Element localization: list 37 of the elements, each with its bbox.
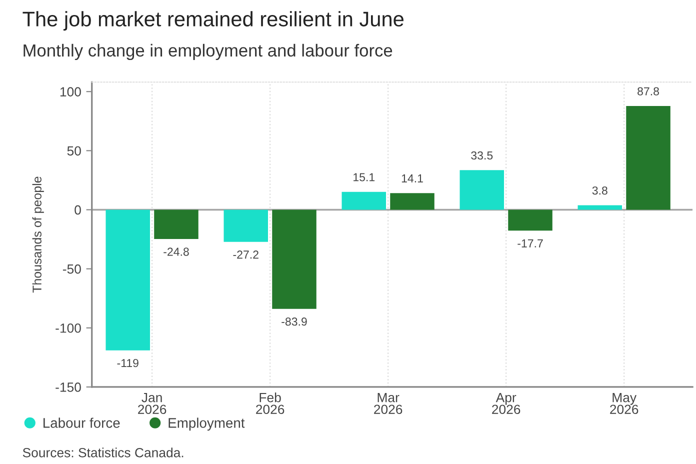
legend-label: Employment — [168, 418, 245, 431]
data-label: 14.1 — [402, 174, 423, 182]
y-axis-title: Thousands of people — [32, 176, 44, 293]
data-label: -119 — [117, 358, 138, 368]
y-tick-label: -100 — [56, 323, 81, 333]
data-label: 33.5 — [471, 151, 493, 160]
data-label: 3.8 — [592, 186, 608, 195]
chart-title: The job market remained resilient in June — [22, 11, 404, 31]
data-label: 15.1 — [354, 173, 375, 182]
y-tick-label: 50 — [67, 146, 81, 156]
data-label: 87.8 — [638, 87, 659, 96]
bar — [578, 205, 622, 210]
bar — [460, 170, 504, 210]
bar — [154, 210, 198, 240]
data-label: -24.8 — [164, 248, 189, 256]
bar — [342, 192, 386, 210]
x-tick-label: Apr 2026 — [492, 393, 520, 414]
chart-subtitle: Monthly change in employment and labour force — [24, 44, 392, 60]
source-note: Sources: Statistics Canada. — [22, 448, 184, 458]
x-tick-label: Jan 2026 — [138, 393, 166, 414]
bar — [508, 210, 552, 231]
y-tick-label: 0 — [74, 205, 81, 215]
y-tick-label: -50 — [62, 264, 81, 274]
bar — [106, 210, 150, 350]
y-tick-label: 100 — [60, 87, 81, 96]
y-tick-label: -150 — [56, 382, 81, 392]
bar — [224, 210, 268, 242]
x-tick-label: Feb 2026 — [256, 392, 284, 414]
legend-label: Labour force — [44, 418, 120, 428]
data-label: -83.9 — [282, 318, 307, 326]
x-tick-label: Mar 2026 — [374, 393, 402, 414]
bar — [626, 106, 670, 210]
data-label: -17.7 — [518, 239, 543, 248]
x-tick-label: May 2026 — [610, 393, 638, 414]
bar — [390, 193, 434, 210]
bar — [272, 210, 316, 309]
data-label: -27.2 — [233, 250, 258, 259]
